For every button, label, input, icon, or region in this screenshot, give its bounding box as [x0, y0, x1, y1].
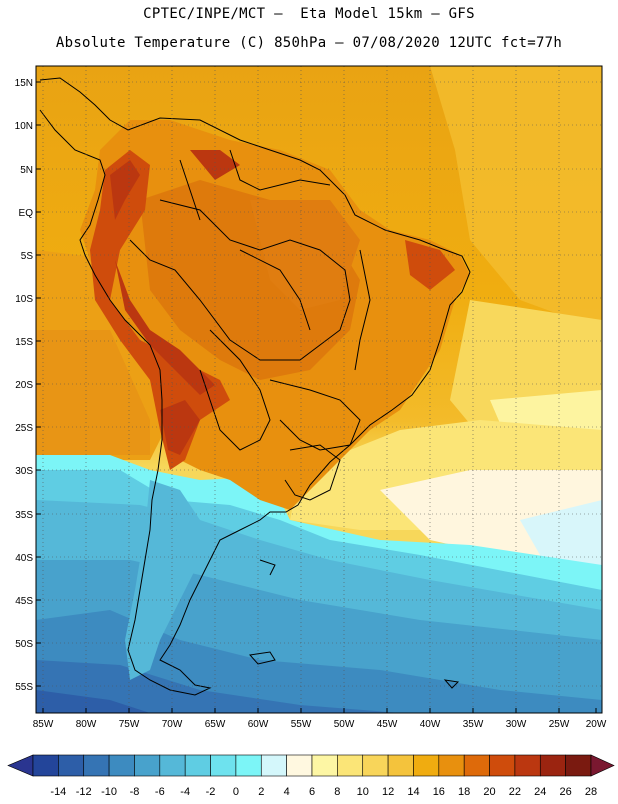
- lon-label: 85W: [33, 719, 54, 730]
- colorbar-label: -10: [101, 786, 117, 798]
- lat-label: 20S: [15, 380, 33, 391]
- colorbar-swatch: [438, 754, 465, 777]
- colorbar-swatch: [362, 754, 389, 777]
- colorbar-swatch: [134, 754, 161, 777]
- lat-label: 5N: [20, 165, 33, 176]
- axis-ticks: [36, 81, 597, 713]
- colorbar-swatch: [210, 754, 237, 777]
- colorbar-label: 4: [284, 786, 290, 798]
- lat-label: EQ: [19, 208, 34, 219]
- colorbar-swatch: [311, 754, 338, 777]
- colorbar-label: 0: [233, 786, 239, 798]
- colorbar-label: 16: [433, 786, 445, 798]
- colorbar-label: 26: [560, 786, 572, 798]
- lon-label: 75W: [119, 719, 140, 730]
- lat-label: 30S: [15, 466, 33, 477]
- colorbar-label: 24: [534, 786, 546, 798]
- colorbar-label: -14: [50, 786, 66, 798]
- lat-label: 5S: [21, 251, 34, 262]
- lon-label: 30W: [506, 719, 527, 730]
- lon-label: 55W: [291, 719, 312, 730]
- map-field: [36, 66, 602, 713]
- lon-label: 20W: [586, 719, 607, 730]
- colorbar-swatch: [286, 754, 313, 777]
- chart-title-line2: Absolute Temperature (C) 850hPa – 07/08/…: [55, 35, 563, 51]
- colorbar-swatch: [337, 754, 364, 777]
- lat-label: 40S: [15, 553, 33, 564]
- lon-label: 25W: [549, 719, 570, 730]
- colorbar-swatch: [463, 754, 490, 777]
- colorbar-label: 14: [407, 786, 419, 798]
- colorbar: -14 -12 -10 -8 -6 -4 -2 0 2 4 6 8 10 12 14 16 18 20 22 24 26…: [7, 754, 615, 798]
- lat-label: 10N: [15, 121, 33, 132]
- colorbar-swatch: [413, 754, 440, 777]
- lat-label: 45S: [15, 596, 33, 607]
- colorbar-label: 22: [509, 786, 521, 798]
- colorbar-swatch: [184, 754, 211, 777]
- colorbar-label: -2: [206, 786, 216, 798]
- colorbar-label: 18: [458, 786, 470, 798]
- colorbar-label: 12: [382, 786, 394, 798]
- lon-label: 35W: [463, 719, 484, 730]
- colorbar-label: 10: [357, 786, 369, 798]
- lat-label: 35S: [15, 510, 33, 521]
- lon-label: 80W: [76, 719, 97, 730]
- colorbar-swatch: [83, 754, 110, 777]
- colorbar-over-arrow: [590, 754, 615, 777]
- colorbar-swatch: [235, 754, 262, 777]
- colorbar-label: 6: [309, 786, 315, 798]
- colorbar-label: 28: [585, 786, 597, 798]
- colorbar-label: 2: [258, 786, 264, 798]
- lon-labels: 85W 80W 75W 70W 65W 60W 55W 50W 45W 40W …: [33, 719, 607, 730]
- colorbar-under-arrow: [7, 754, 34, 777]
- lon-label: 65W: [205, 719, 226, 730]
- colorbar-label: -8: [130, 786, 140, 798]
- lat-labels: 15N 10N 5N EQ 5S 10S 15S 20S 25S 30S 35S…: [15, 78, 34, 693]
- lon-label: 45W: [377, 719, 398, 730]
- colorbar-swatch: [387, 754, 414, 777]
- colorbar-swatch: [32, 754, 59, 777]
- colorbar-swatch: [260, 754, 287, 777]
- colorbar-label: -6: [155, 786, 165, 798]
- lon-label: 40W: [420, 719, 441, 730]
- lat-label: 55S: [15, 682, 33, 693]
- lat-label: 25S: [15, 423, 33, 434]
- lon-label: 60W: [248, 719, 269, 730]
- colorbar-swatch: [58, 754, 85, 777]
- lat-label: 50S: [15, 639, 33, 650]
- colorbar-swatch: [539, 754, 566, 777]
- colorbar-swatch: [159, 754, 186, 777]
- lon-label: 50W: [334, 719, 355, 730]
- lon-label: 70W: [162, 719, 183, 730]
- colorbar-label: 20: [483, 786, 495, 798]
- chart-title-line1: CPTEC/INPE/MCT – Eta Model 15km – GFS: [143, 6, 475, 22]
- map-frame: [35, 65, 603, 714]
- colorbar-label: -12: [76, 786, 92, 798]
- colorbar-label: 8: [334, 786, 340, 798]
- colorbar-swatch: [108, 754, 135, 777]
- colorbar-swatch: [565, 754, 592, 777]
- colorbar-label: -4: [180, 786, 190, 798]
- lat-label: 15S: [15, 337, 33, 348]
- lat-label: 15N: [15, 78, 33, 89]
- colorbar-swatch: [489, 754, 516, 777]
- lat-label: 10S: [15, 294, 33, 305]
- colorbar-swatch: [514, 754, 541, 777]
- coastline: [39, 77, 471, 696]
